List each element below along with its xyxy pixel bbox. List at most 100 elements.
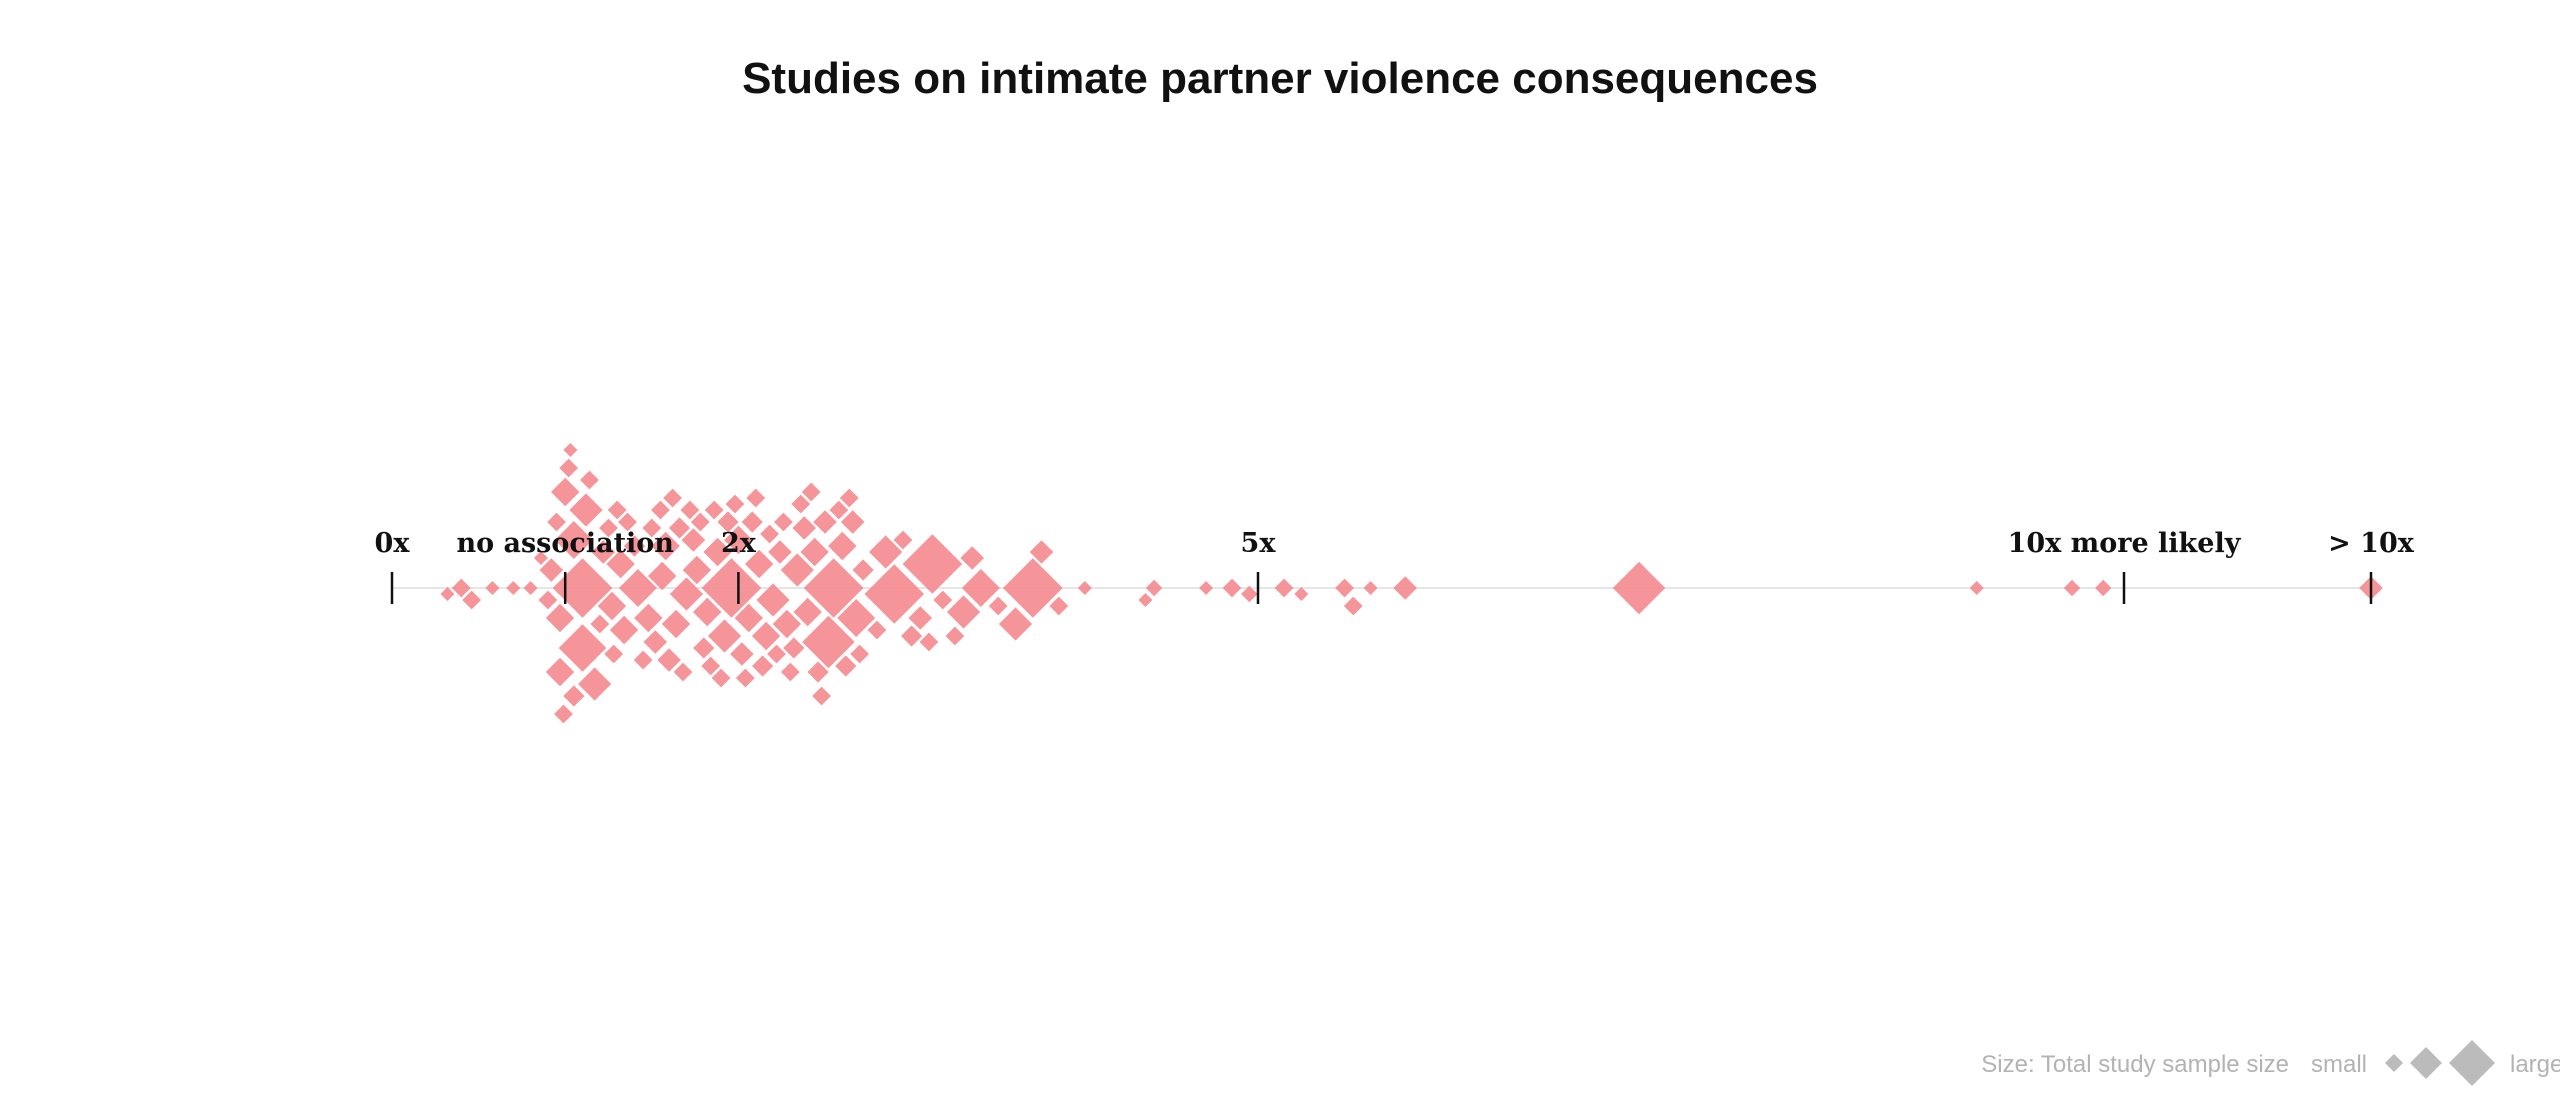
study-point [1003, 558, 1063, 618]
tick-label: 5x [1241, 528, 1277, 559]
legend-size-marker [2449, 1040, 2495, 1086]
study-point [607, 500, 627, 520]
study-point [558, 624, 607, 672]
study-point [791, 494, 811, 514]
study-point [793, 597, 822, 627]
study-point [1241, 585, 1258, 603]
study-point [802, 615, 855, 669]
study-point [580, 470, 599, 490]
study-point [800, 537, 829, 567]
study-point [1145, 579, 1163, 597]
study-point [919, 632, 939, 652]
tick-label: > 10x [2328, 528, 2415, 559]
study-point [812, 686, 831, 706]
study-point [852, 559, 874, 581]
study-point [604, 644, 624, 664]
study-point [1612, 561, 1666, 615]
legend-large-label: large [2510, 1051, 2560, 1078]
study-point [704, 500, 724, 520]
study-point [1363, 581, 1378, 595]
study-point [807, 661, 829, 683]
study-point [618, 512, 637, 532]
study-point [901, 625, 923, 647]
size-legend: Size: Total study sample size small larg… [1981, 1040, 2560, 1086]
study-point [752, 655, 774, 677]
study-point [606, 549, 635, 579]
study-point [545, 657, 575, 687]
study-point [772, 609, 802, 639]
study-point [1393, 576, 1418, 600]
tick-label: 0x [375, 528, 411, 559]
study-point [1049, 596, 1069, 616]
study-point [730, 642, 754, 666]
study-point [569, 493, 603, 527]
study-point [668, 517, 691, 539]
study-point [591, 540, 616, 564]
study-point [563, 685, 585, 707]
study-point [669, 577, 704, 611]
study-point [946, 595, 981, 629]
study-point [597, 591, 627, 621]
study-point [792, 516, 817, 540]
study-point [651, 531, 680, 561]
study-point [902, 534, 963, 594]
study-point [1343, 596, 1363, 616]
study-point [2095, 579, 2112, 597]
study-point [835, 655, 857, 677]
study-point [717, 511, 739, 533]
study-point [661, 609, 691, 639]
study-point [869, 535, 903, 569]
study-point [651, 500, 670, 520]
study-point [690, 512, 710, 532]
study-point [545, 603, 575, 633]
study-point [1222, 578, 1242, 598]
study-point [618, 569, 657, 607]
study-point [783, 637, 805, 659]
study-point [840, 510, 865, 534]
study-point [744, 549, 774, 579]
study-point [801, 482, 821, 502]
legend-small-label: small [2311, 1051, 2367, 1078]
study-point [680, 500, 700, 520]
study-point [1199, 581, 1214, 595]
study-point [741, 511, 763, 533]
data-points [440, 443, 2383, 724]
study-point [552, 558, 613, 618]
legend-size-marker [2385, 1054, 2403, 1072]
study-point [554, 704, 573, 724]
study-point [623, 535, 646, 557]
study-point [725, 494, 745, 514]
study-point [829, 500, 849, 520]
study-point [1138, 593, 1153, 607]
study-point [734, 603, 763, 633]
study-point [693, 637, 715, 659]
study-point [751, 621, 781, 651]
study-point [735, 668, 755, 688]
study-point [756, 583, 790, 617]
study-point [533, 551, 548, 565]
study-point [746, 488, 766, 508]
study-point [538, 590, 558, 610]
chart-title: Studies on intimate partner violence con… [742, 54, 1818, 103]
legend-size-marker [2410, 1047, 2442, 1079]
study-point [462, 590, 482, 610]
study-point [933, 590, 953, 610]
study-point [647, 561, 677, 591]
study-point [551, 477, 580, 507]
study-point [724, 525, 753, 555]
study-point [998, 607, 1033, 641]
study-point [839, 488, 859, 508]
study-point [701, 656, 721, 676]
study-point [539, 558, 564, 582]
study-point [893, 530, 913, 550]
legend-caption: Size: Total study sample size [1981, 1051, 2289, 1078]
study-point [559, 458, 579, 478]
study-point [945, 626, 965, 646]
study-point [590, 614, 610, 634]
study-point [673, 662, 693, 682]
axis-ticks: 0x no association 2x 5x 10x more likely > 10x [375, 528, 2415, 604]
study-point [681, 528, 706, 552]
study-point [643, 630, 668, 654]
study-point [711, 668, 731, 688]
